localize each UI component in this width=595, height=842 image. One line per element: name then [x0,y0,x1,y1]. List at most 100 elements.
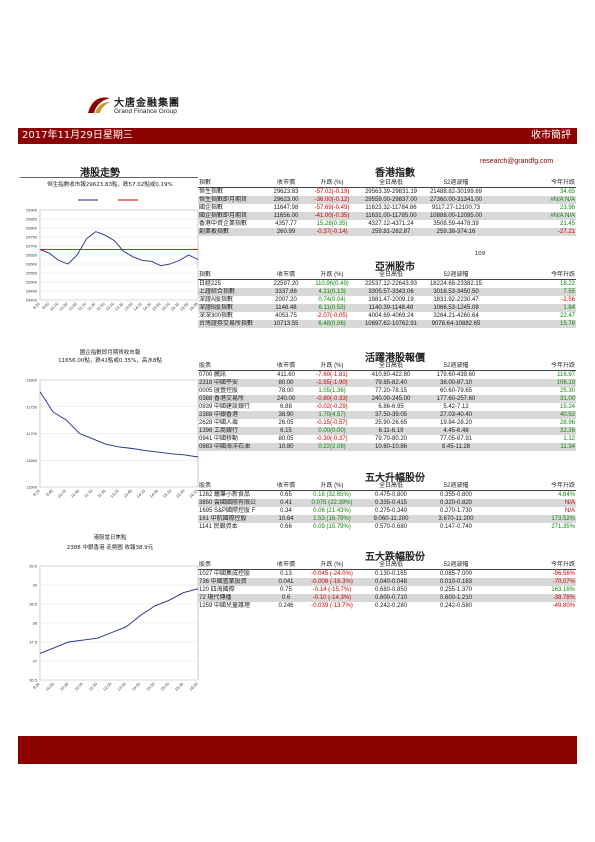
cell-chg: -0.02(-0.29) [316,404,348,410]
focus-stock-title: 港股當日焦點 [93,535,127,541]
x-tick-label: 14:30 [145,681,156,692]
x-tick-label: 10:30 [58,301,69,312]
asia-markets-title: 亞洲股市 [375,262,415,273]
cell-chg: -0.10 (-14.3%) [304,594,360,602]
x-tick-label: 15:15 [162,488,173,499]
table-row: 0005 匯豐控股 78.00 1.05(1.36) 77.20-78.15 60.60… [198,387,576,395]
cell-chg: -0.008 (-16.3%) [304,578,360,586]
cell-range: 0.335-0.415 [360,499,422,507]
x-tick-label: 14:50 [151,301,162,312]
column-header: 股票 [198,561,268,570]
table-row: 0700 騰訊 411.60 -7.60(-1.81) 410.80-422.80 17… [198,371,576,380]
cell-chg: -7.60(-1.81) [316,372,348,378]
report-title: 收市簡評 [531,130,571,141]
table-row: 0388 香港交易所 240.00 -0.80(-0.33) 240.00-245.0… [198,395,576,403]
cell-chg: 1.53 (16.79%) [304,515,360,523]
column-header: 收市價 [268,179,304,188]
top-gainers-title: 五大升幅股份 [365,473,425,484]
column-header: 收市價 [268,271,304,280]
table-row: 上證綜合指數 3337.86 4.21(0.13) 3305.57-3343.06 30… [198,288,576,296]
cell-close: 0.75 [280,587,292,593]
column-header: 52週波幅 [422,561,490,570]
top-gainers-table: 股票 收市價 升跌 (%) 全日高低 52週波幅 今年升跌 1262 蠟筆小新食品 0.65 0… [198,482,576,531]
table-row: 1259 中國兒童護理 0.246 -0.039 (-13.7%) 0.242-0.2… [198,602,576,610]
cell-ytd: 22.47 [559,313,575,319]
x-tick-label: 15:30 [170,301,181,312]
cell-chg: -1.55(-1.90) [304,379,360,387]
cell-close: 26.05 [278,420,294,426]
table-row: 161 中航國際控股 10.64 1.53 (16.79%) 9.060-11.200… [198,515,576,523]
x-tick-label: 10:30 [59,681,70,692]
cell-name: 72 現代傳播 [198,594,268,602]
cell-ytd: 163.16% [551,587,575,593]
table-row: 2388 中銀香港 38.90 1.70(4.57) 37.50-39.05 27.03… [198,411,576,419]
cell-name: 恒生指數即月期貨 [198,196,268,204]
column-header: 52週波幅 [422,362,490,371]
cell-range: 3305.57-3343.06 [360,288,422,296]
cell-chg: -0.045 (-24.0%) [311,571,353,577]
hk-index-title: 香港指數 [375,168,415,179]
column-header: 今年升跌 [490,179,576,188]
y-tick-label: 36.5 [29,678,38,683]
table-row: 國企指數 11647.98 -57.69(-0.49) 11623.32-11784.… [198,204,576,212]
table-row: 0939 中國建設銀行 6.88 -0.02(-0.29) 6.86-6.95 5.42… [198,403,576,411]
column-header: 升跌 (%) [304,362,360,371]
cell-chg: -0.37(-0.14) [304,228,360,236]
series-line [39,391,199,458]
cell-w52: 4.45-6.48 [422,427,490,435]
table-row: 深深300指數 4053.75 -2.07(-0.05) 4004.69-4069.2… [198,312,576,320]
contact-email[interactable]: research@grandfg.com [480,158,554,165]
cell-ytd: 173.52% [490,515,576,523]
y-tick-label: 29650 [26,253,38,258]
cell-close: 80.05 [278,436,294,442]
cell-range: 1140.39-1148.48 [360,304,422,312]
footer-bar [18,736,577,764]
table-row: 1262 蠟筆小新食品 0.65 0.16 (32.65%) 0.475-0.800 0… [198,491,576,500]
cell-name: 120 四海國際 [199,587,235,593]
cell-name: 深深300指數 [199,313,234,319]
x-tick-label: 9:50 [41,301,51,311]
series-line [39,231,199,267]
cell-w52: 0.242-0.580 [439,603,473,609]
y-tick-label: 29700 [26,244,38,249]
cell-ytd: 34.65 [559,189,575,195]
cell-w52: 1831.92-2230.47 [433,297,479,303]
table-row: 深證B股指數 1148.48 6.11(0.53) 1140.39-1148.48 10… [198,304,576,312]
cell-range: 9.060-11.200 [360,515,422,523]
column-header: 52週波幅 [422,179,490,188]
cell-chg: 6.11(0.53) [304,304,360,312]
cell-name: 2318 中國平安 [198,379,268,387]
cell-name: 1695 S&P國際控股 F [199,508,256,514]
cell-ytd: 271.35% [551,524,575,530]
y-tick-label: 29400 [26,298,38,303]
column-header: 今年升跌 [490,482,576,491]
cell-name: 深證B股指數 [198,304,268,312]
cell-range: 0.475-0.800 [374,492,408,498]
x-tick-label: 15:00 [159,681,170,692]
table-row: 72 現代傳播 0.6 -0.10 (-14.3%) 0.600-0.710 0.600… [198,594,576,602]
y-tick-label: 11800 [26,378,38,383]
column-header: 今年升跌 [490,561,576,570]
cell-close: 240.00 [268,395,304,403]
cell-close: 80.00 [268,379,304,387]
cell-close: 78.00 [278,388,294,394]
cell-name: 2628 中國人壽 [199,420,239,426]
cell-w52: 0.600-1.210 [422,594,490,602]
cell-range: 6.86-6.95 [378,404,404,410]
cell-chg: 0.74(0.04) [318,297,346,303]
y-tick-label: 37 [33,659,38,664]
cell-name: 1259 中國兒童護理 [199,603,251,609]
x-tick-label: 11:00 [73,681,84,692]
cell-ytd: #N/A N/A [490,196,576,204]
series-line [39,588,199,654]
x-tick-label: 15:10 [160,301,171,312]
table-row: 1027 中國集成控股 0.13 -0.045 (-24.0%) 0.130-0.16… [198,570,576,579]
cell-w52: 0.270-1.730 [439,508,473,514]
cell-range: 0.680-0.850 [374,587,408,593]
cell-range: 0.600-0.710 [360,594,422,602]
cell-w52: 0.355-0.800 [439,492,473,498]
hscei-chart-subtitle: 11656.00點，跌41點或0.35%，高水8點 [58,358,162,364]
table-header-row: 股票 收市價 升跌 (%) 全日高低 52週波幅 今年升跌 [198,561,576,570]
stray-label: 109 [474,251,486,257]
cell-close: 0.41 [268,499,304,507]
